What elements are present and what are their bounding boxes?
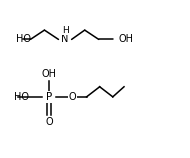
Text: OH: OH: [42, 69, 57, 79]
Text: N: N: [61, 34, 69, 44]
Text: OH: OH: [118, 34, 133, 44]
Text: O: O: [69, 92, 76, 102]
Text: P: P: [46, 92, 52, 102]
Text: O: O: [45, 117, 53, 127]
Text: H: H: [62, 26, 68, 35]
Text: HO: HO: [13, 92, 28, 102]
Text: HO: HO: [16, 34, 31, 44]
